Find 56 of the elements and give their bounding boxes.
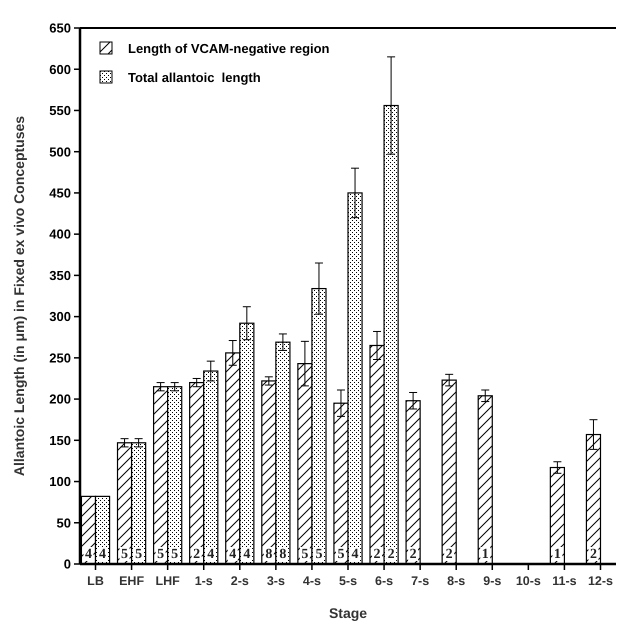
annotation: 2 — [193, 547, 200, 562]
y-tick-label: 200 — [49, 392, 71, 407]
annotation: 4 — [84, 547, 92, 562]
annotation: 2 — [388, 547, 395, 562]
annotation: 4 — [229, 547, 236, 562]
x-tick-label: 1-s — [194, 574, 213, 588]
annotation: 5 — [135, 547, 142, 562]
annotation: 5 — [171, 547, 178, 562]
x-tick-label: EHF — [119, 574, 144, 588]
annotation: 2 — [590, 547, 597, 562]
y-tick-label: 150 — [49, 432, 71, 448]
y-tick-label: 600 — [49, 62, 71, 77]
annotation: 5 — [315, 547, 322, 562]
legend-label: Length of VCAM-negative region — [128, 41, 330, 56]
x-tick-label: 4-s — [302, 574, 322, 588]
x-axis-title: Stage — [328, 605, 368, 621]
y-tick-label: 550 — [49, 103, 71, 118]
y-tick-label: 650 — [49, 20, 71, 36]
x-tick-label: 12-s — [588, 574, 614, 588]
legend-label: Total allantoic length — [128, 70, 261, 85]
annotation: 1 — [482, 547, 489, 562]
annotation: 5 — [337, 547, 344, 562]
annotation: 2 — [446, 547, 453, 562]
annotation: 4 — [352, 547, 359, 562]
annotation: 4 — [99, 547, 106, 562]
y-tick-label: 100 — [49, 474, 71, 490]
y-axis-title: Allantoic Length (in μm) in Fixed ex vivo Conceptuses — [11, 116, 27, 476]
x-tick-label: 3-s — [266, 574, 285, 588]
y-tick-label: 500 — [49, 144, 71, 160]
annotation: 2 — [374, 547, 381, 562]
y-tick-label: 250 — [49, 350, 71, 366]
x-tick-label: 5-s — [338, 574, 358, 588]
annotation: 8 — [265, 547, 272, 562]
x-tick-label: 2-s — [230, 574, 249, 588]
annotation: 5 — [157, 547, 164, 562]
x-tick-label: 7-s — [411, 574, 430, 588]
x-tick-label: LHF — [155, 574, 180, 588]
y-tick-label: 400 — [49, 226, 71, 242]
y-tick-label: 50 — [56, 515, 71, 530]
y-tick-label: 0 — [64, 556, 71, 572]
x-tick-label: 9-s — [483, 574, 502, 588]
y-tick-label: 300 — [49, 309, 71, 324]
y-tick-label: 350 — [49, 268, 71, 283]
annotation: 2 — [410, 547, 417, 562]
annotation: 5 — [301, 547, 308, 562]
annotation: 4 — [243, 547, 250, 562]
x-tick-label: 6-s — [375, 574, 394, 588]
x-tick-label: 10-s — [516, 574, 541, 588]
x-tick-label: LB — [87, 574, 104, 588]
annotation: 1 — [554, 547, 561, 562]
annotation: 5 — [121, 547, 128, 562]
x-tick-label: 11-s — [552, 574, 577, 588]
x-tick-label: 8-s — [447, 574, 466, 588]
annotation: 8 — [279, 547, 286, 562]
y-tick-label: 450 — [49, 185, 71, 200]
annotation: 4 — [207, 547, 214, 562]
